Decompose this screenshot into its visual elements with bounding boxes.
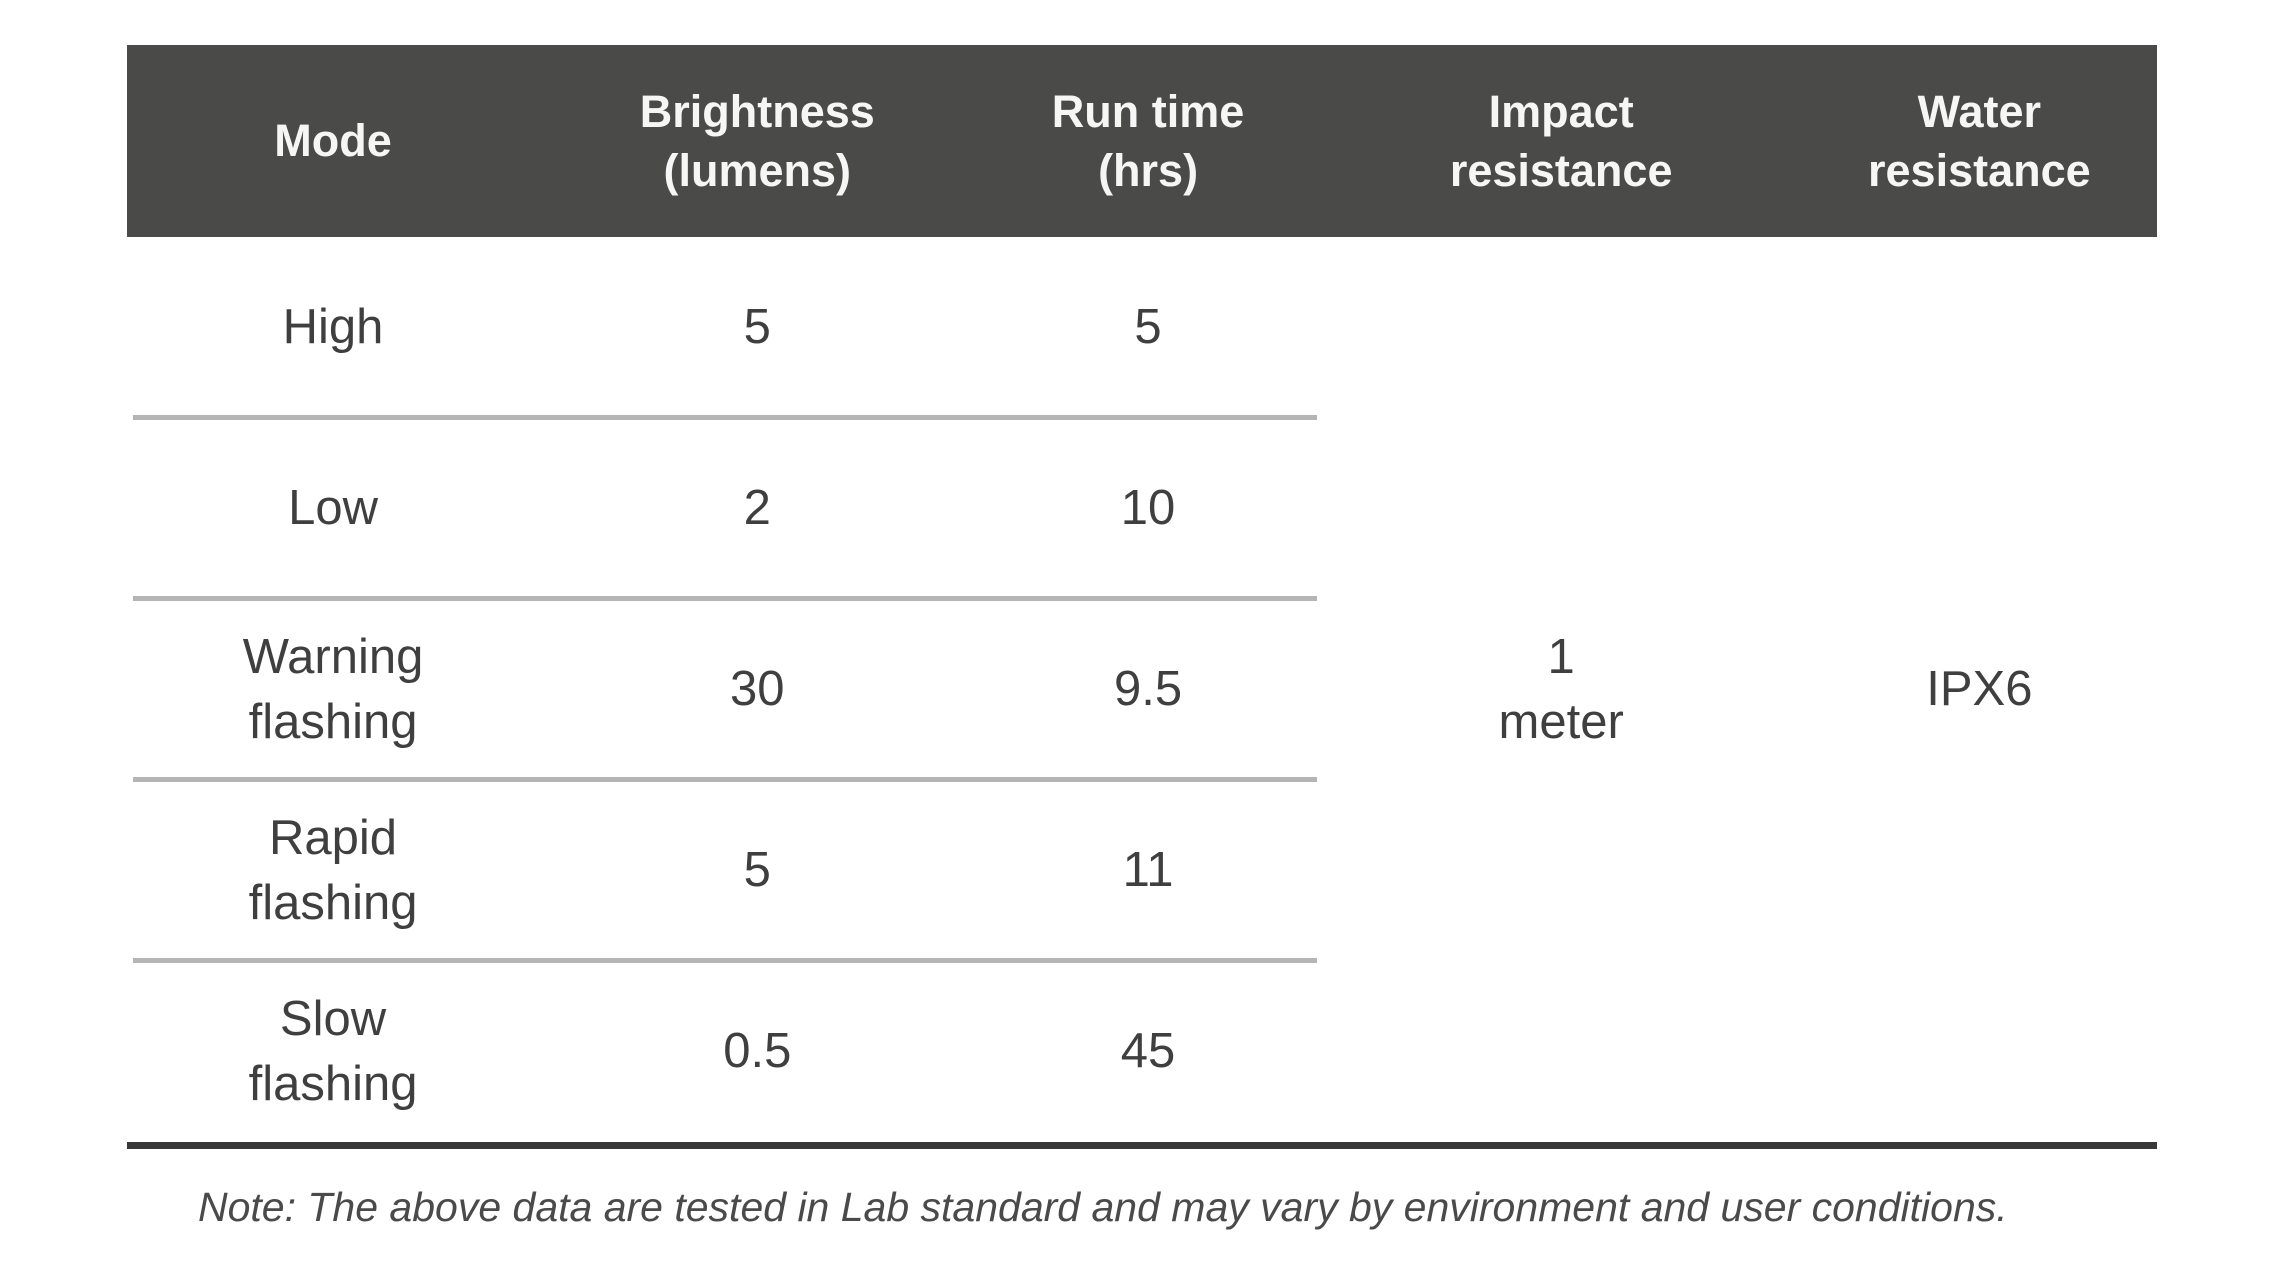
brightness-value: 0.5 [723, 1024, 792, 1079]
run-time-value: 45 [1120, 1024, 1176, 1079]
run-time-value: 11 [1122, 843, 1174, 898]
footnote: Note: The above data are tested in Lab s… [198, 1184, 2008, 1230]
table-bottom-rule [127, 1142, 2157, 1149]
column-header-mode: Mode [274, 115, 392, 167]
table-body: High 5 5 Low 2 10 Warning flashing 30 9.… [127, 237, 2157, 1142]
table-header-row: Mode Brightness (lumens) Run time (hrs) … [127, 45, 2157, 237]
table-row-rapid-flashing: Rapid flashing 5 11 [127, 780, 2157, 963]
brightness-value: 5 [743, 843, 771, 898]
row-separator [133, 958, 1317, 963]
row-separator [133, 777, 1317, 782]
row-separator [133, 415, 1317, 420]
mode-value: Rapid flashing [248, 810, 418, 930]
table-row-slow-flashing: Slow flashing 0.5 45 [127, 961, 2157, 1142]
mode-value: Low [288, 481, 378, 536]
impact-resistance-value: 1 meter [1498, 629, 1624, 749]
brightness-value: 2 [743, 481, 771, 536]
column-header-run-time: Run time (hrs) [1051, 85, 1245, 196]
water-resistance-value: IPX6 [1926, 662, 2033, 717]
run-time-value: 9.5 [1114, 662, 1183, 717]
column-header-impact-resistance: Impact resistance [1449, 85, 1673, 196]
column-header-water-resistance: Water resistance [1868, 85, 2091, 196]
mode-value: Warning flashing [242, 629, 424, 749]
brightness-value: 30 [730, 662, 785, 717]
mode-value: Slow flashing [248, 991, 418, 1111]
table-row-warning-flashing: Warning flashing 30 9.5 [127, 599, 2157, 782]
table-row-low: Low 2 10 [127, 418, 2157, 601]
mode-value: High [282, 300, 384, 355]
run-time-value: 10 [1120, 481, 1176, 536]
spec-table: Mode Brightness (lumens) Run time (hrs) … [127, 45, 2157, 1149]
run-time-value: 5 [1134, 300, 1162, 355]
brightness-value: 5 [743, 300, 771, 355]
column-header-brightness: Brightness (lumens) [639, 85, 875, 196]
table-row-high: High 5 5 [127, 237, 2157, 420]
row-separator [133, 596, 1317, 601]
